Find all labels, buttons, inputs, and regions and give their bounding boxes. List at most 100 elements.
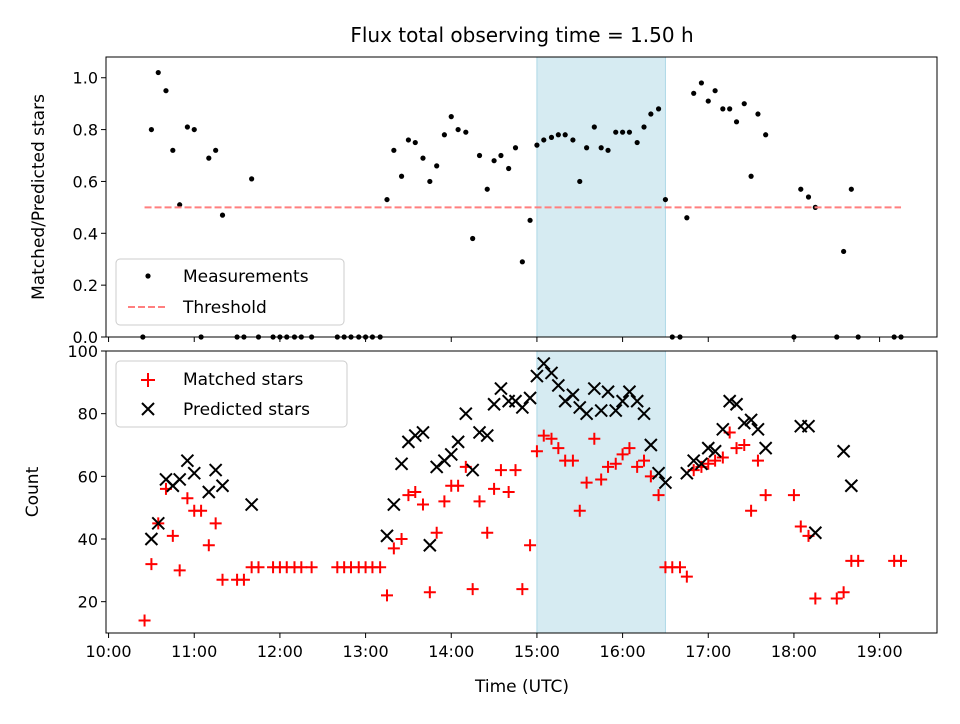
matched-star-point: [895, 554, 908, 567]
y-axis-label-top: Matched/Predicted stars: [29, 94, 49, 300]
measurement-point: [412, 139, 418, 146]
predicted-star-point: [751, 422, 765, 437]
matched-star-point: [609, 457, 622, 470]
matched-star-point: [530, 445, 543, 458]
measurement-point: [484, 186, 490, 192]
matched-star-point: [305, 561, 318, 574]
measurement-point: [519, 259, 525, 265]
predicted-star-point: [729, 397, 744, 411]
matched-star-point: [602, 460, 615, 473]
predicted-star-point: [394, 457, 409, 471]
measurement-point: [427, 178, 433, 185]
measurement-point: [213, 147, 219, 153]
predicted-star-point: [187, 466, 201, 480]
measurement-point: [634, 139, 640, 146]
matched-star-point: [380, 589, 393, 602]
measurement-point: [184, 124, 190, 130]
measurement-point: [584, 145, 590, 151]
predicted-star-point: [480, 428, 494, 443]
predicted-star-point: [551, 378, 566, 393]
measurement-point: [841, 248, 847, 255]
measurement-point: [648, 111, 654, 117]
measurement-point: [455, 126, 461, 133]
measurement-point: [420, 155, 426, 161]
measurement-point: [655, 106, 662, 112]
matched-star-point: [374, 561, 387, 574]
predicted-star-point: [708, 444, 722, 458]
measurement-point: [698, 80, 705, 86]
measurement-point: [470, 235, 476, 242]
measurement-point: [755, 111, 761, 117]
predicted-star-point: [587, 381, 602, 396]
matched-star-point: [216, 573, 229, 586]
matched-star-point: [573, 504, 586, 517]
axes-frame: [105, 350, 938, 634]
predicted-star-point: [244, 497, 259, 512]
measurement-point: [763, 132, 769, 138]
predicted-star-point: [172, 472, 187, 487]
matched-star-point: [252, 561, 265, 574]
matched-star-point: [588, 432, 601, 445]
measurement-point: [748, 173, 754, 179]
measurement-point: [798, 186, 804, 192]
matched-star-point: [537, 429, 550, 442]
measurement-point: [619, 129, 626, 135]
predicted-star-point: [487, 397, 501, 411]
legend-bottom: Matched stars Predicted stars: [115, 360, 348, 428]
matched-star-point: [181, 492, 194, 505]
measurement-point: [441, 132, 447, 138]
predicted-star-point: [744, 413, 758, 427]
matched-star-point: [809, 592, 822, 605]
predicted-star-point: [459, 406, 473, 421]
x-tick-label: 12:00: [257, 642, 303, 661]
measurement-point: [163, 88, 169, 94]
matched-star-point: [837, 586, 850, 599]
matched-star-point: [145, 558, 158, 571]
highlight-span: [536, 56, 666, 338]
predicted-star-point: [451, 435, 465, 449]
measurement-point: [534, 142, 540, 148]
axes-frame: [105, 56, 938, 338]
measurement-point: [613, 129, 619, 135]
measurement-point: [384, 196, 390, 203]
top-panel: 0.0 0.2 0.4 0.6 0.8 1.0: [73, 56, 938, 347]
y-tick-label: 40: [78, 530, 98, 549]
y-tick-label: 80: [78, 405, 98, 424]
matched-star-point: [516, 583, 529, 596]
predicted-star-point: [722, 394, 737, 408]
y-tick-label: 0.4: [73, 224, 98, 243]
measurement-point: [527, 217, 533, 223]
highlight-span: [536, 350, 666, 634]
predicted-star-point: [601, 385, 615, 399]
predicted-star-point: [694, 457, 709, 471]
measurement-point: [720, 106, 726, 112]
measurement-point: [598, 145, 604, 151]
measurement-point: [848, 186, 854, 192]
y-tick-label: 100: [67, 342, 98, 361]
measurement-point: [249, 176, 255, 182]
matched-star-point: [680, 570, 693, 583]
predicted-star-point: [472, 425, 487, 440]
matched-star-point: [673, 561, 686, 574]
predicted-star-point: [544, 366, 559, 380]
matched-star-point: [395, 533, 408, 545]
predicted-star-point: [808, 526, 823, 540]
matched-star-point: [209, 517, 222, 530]
measurement-point: [206, 155, 212, 161]
measurement-point: [170, 147, 176, 153]
measurement-point: [684, 215, 690, 221]
y-tick-label: 0.0: [73, 328, 98, 347]
predicted-star-point: [758, 441, 773, 455]
matched-star-point: [623, 442, 636, 455]
matched-star-point: [466, 583, 479, 596]
predicted-star-point: [208, 463, 223, 477]
predicted-star-point: [416, 425, 430, 440]
y-tick-label: 60: [78, 467, 98, 486]
measurement-point: [733, 119, 740, 125]
matched-star-point: [616, 448, 629, 461]
x-tick-label: 19:00: [857, 642, 903, 661]
predicted-star-point: [716, 422, 730, 437]
matched-star-point: [524, 539, 537, 552]
